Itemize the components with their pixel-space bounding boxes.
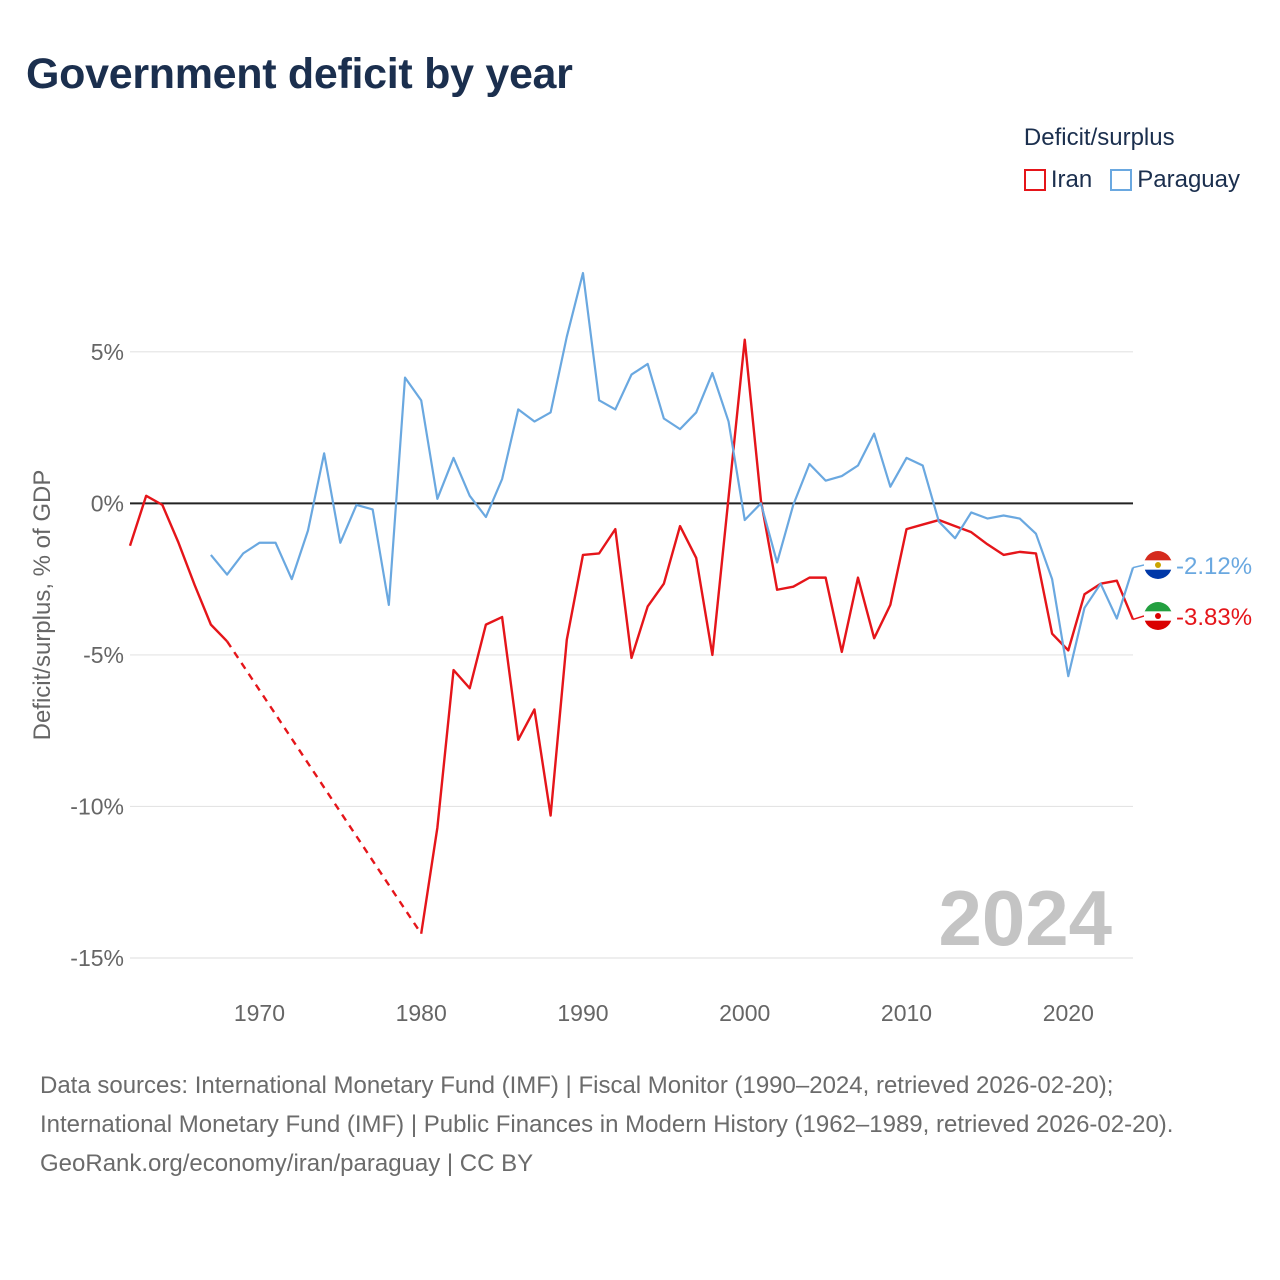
end-value-label-paraguay: -2.12% [1176,553,1252,580]
flag-stripe [1144,569,1172,579]
page-title: Government deficit by year [26,50,573,98]
year-watermark: 2024 [938,874,1112,962]
y-tick-label: -15% [70,945,124,971]
paraguay-flag-icon [1144,551,1172,579]
legend-label-paraguay: Paraguay [1137,166,1240,193]
y-tick-label: 5% [91,339,124,365]
sources: Data sources: International Monetary Fun… [40,1066,1240,1183]
legend: Deficit/surplus Iran Paraguay [1023,124,1240,194]
end-connector-paraguay [1132,564,1145,569]
legend-title: Deficit/surplus [1023,124,1175,151]
iran-flag-icon [1144,602,1172,630]
series-line-paraguay [210,271,1135,678]
flag-stripe [1144,551,1172,561]
end-connector-iran [1132,615,1145,621]
flag-emblem [1155,562,1161,568]
y-tick-label: 0% [91,490,124,516]
flag-emblem [1155,613,1161,619]
y-tick-label: -5% [83,642,124,668]
legend-item-paraguay[interactable]: Paraguay [1110,166,1240,194]
y-tick-label: -10% [70,793,124,819]
legend-label-iran: Iran [1050,166,1093,193]
x-tick-label: 1970 [234,1000,285,1026]
legend-swatch-iran [1023,169,1046,191]
series-line-iran [128,494,228,643]
flag-stripe [1144,602,1172,612]
y-axis-label: Deficit/surplus, % of GDP [29,470,56,741]
x-tick-label: 2010 [881,1000,932,1026]
end-value-label-iran: -3.83% [1176,604,1252,631]
chart: 5%0%-5%-10%-15%1970 1980 1990 2000 2010 2020 … [29,271,1252,1026]
x-tick-label: 2020 [1043,1000,1094,1026]
series-line-iran [420,338,1135,934]
x-tick-label: 1980 [396,1000,447,1026]
legend-item-iran[interactable]: Iran [1023,166,1093,194]
legend-swatch-paraguay [1110,169,1133,191]
x-tick-label: 2000 [719,1000,770,1026]
series-gap-iran [226,640,423,935]
x-tick-label: 1990 [557,1000,608,1026]
credit-text: GeoRank.org/economy/iran/paraguay | CC B… [40,1150,534,1177]
data-sources-text: Data sources: International Monetary Fun… [40,1072,1174,1138]
flag-stripe [1144,620,1172,630]
